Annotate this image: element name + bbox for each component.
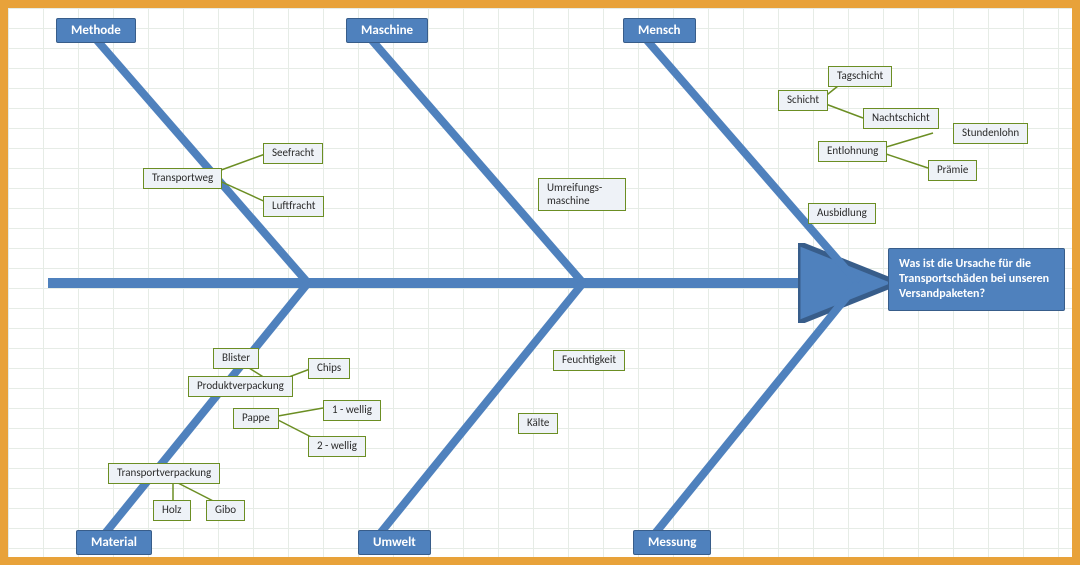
category-mensch: Mensch: [623, 18, 696, 43]
cause-umreifungsmaschine: Umreifungs- maschine: [538, 178, 626, 211]
cause-luftfracht: Luftfracht: [263, 196, 324, 217]
category-methode: Methode: [56, 18, 136, 43]
cause-nachtschicht: Nachtschicht: [863, 108, 939, 129]
cause-schicht: Schicht: [778, 90, 828, 111]
cause-produktverpackung: Produktverpackung: [188, 376, 293, 397]
cause-1wellig: 1 - wellig: [323, 400, 381, 421]
cause-transportverpackung: Transportverpackung: [108, 463, 220, 484]
cause-entlohnung: Entlohnung: [818, 141, 887, 162]
cause-transportweg: Transportweg: [143, 168, 222, 189]
cause-praemie: Prämie: [928, 160, 977, 181]
cause-seefracht: Seefracht: [263, 143, 323, 164]
category-material: Material: [76, 530, 152, 555]
cause-tagschicht: Tagschicht: [828, 66, 892, 87]
cause-2wellig: 2 - wellig: [308, 436, 366, 457]
category-maschine: Maschine: [346, 18, 428, 43]
effect-box: Was ist die Ursache für die Transportsch…: [888, 248, 1065, 311]
category-umwelt: Umwelt: [358, 530, 431, 555]
cause-blister: Blister: [213, 348, 259, 369]
cause-ausbildung: Ausbidlung: [808, 203, 876, 224]
category-messung: Messung: [633, 530, 711, 555]
cause-kaelte: Kälte: [518, 413, 558, 434]
cause-stundenlohn: Stundenlohn: [953, 123, 1028, 144]
cause-chips: Chips: [308, 358, 350, 379]
cause-pappe: Pappe: [233, 408, 279, 429]
cause-holz: Holz: [153, 500, 191, 521]
cause-feuchtigkeit: Feuchtigkeit: [553, 350, 625, 371]
cause-gibo: Gibo: [206, 500, 245, 521]
